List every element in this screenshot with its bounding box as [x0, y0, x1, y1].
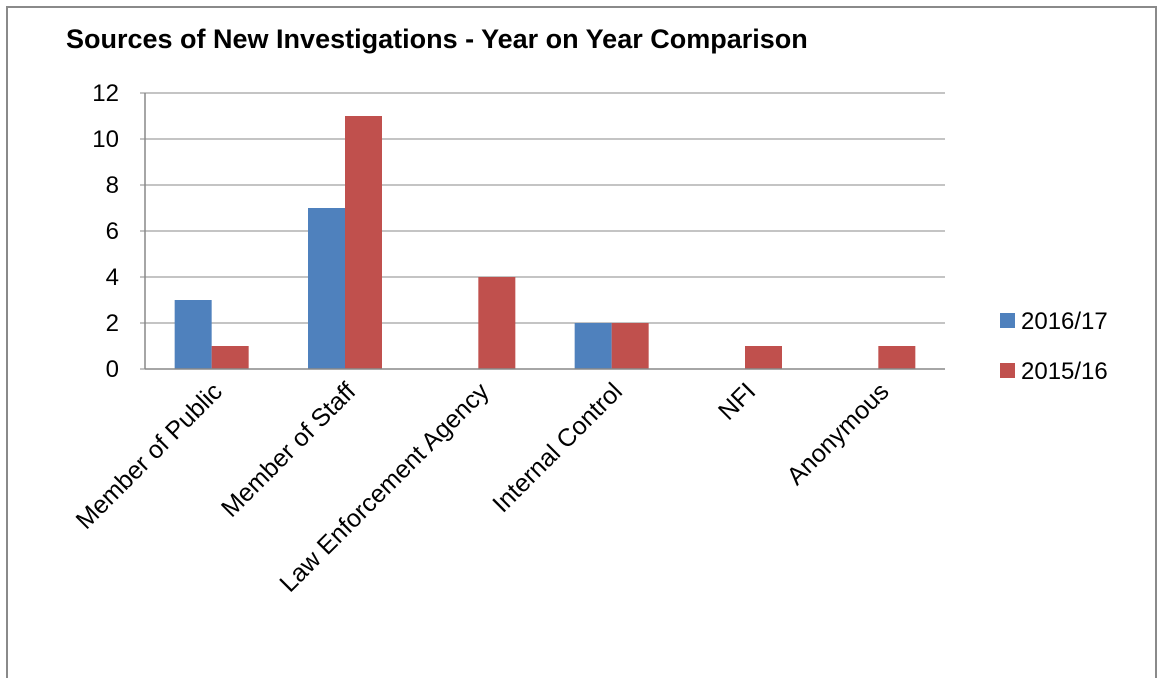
y-tick-label: 10 — [92, 126, 119, 153]
y-tick-label: 8 — [106, 172, 119, 199]
legend-swatch — [1000, 313, 1015, 328]
y-tick-label: 12 — [92, 80, 119, 107]
bar-2015-16 — [478, 277, 516, 369]
x-category-label: Internal Control — [487, 377, 628, 518]
legend-label: 2015/16 — [1021, 358, 1108, 385]
bar-2015-16 — [611, 323, 649, 369]
y-tick-label: 6 — [106, 218, 119, 245]
y-tick-label: 2 — [106, 310, 119, 337]
bar-2016-17 — [174, 300, 212, 369]
x-category-label: NFI — [713, 377, 761, 425]
legend-label: 2016/17 — [1021, 308, 1108, 335]
bars — [174, 116, 916, 369]
y-tick-label: 4 — [106, 264, 119, 291]
bar-2016-17 — [308, 208, 345, 369]
x-category-label: Member of Staff — [216, 377, 361, 522]
bar-2016-17 — [574, 323, 612, 369]
x-category-label: Member of Public — [71, 377, 228, 534]
bar-2015-16 — [211, 346, 249, 369]
axes — [140, 92, 945, 370]
legend: 2016/17 2015/16 — [1000, 308, 1108, 385]
gridlines — [145, 92, 945, 324]
x-category-label: Anonymous — [781, 377, 894, 490]
bar-2015-16 — [345, 116, 382, 369]
bar-2015-16 — [745, 346, 782, 369]
y-tick-label: 0 — [106, 356, 119, 383]
bar-2015-16 — [878, 346, 916, 369]
chart-title: Sources of New Investigations - Year on … — [66, 24, 808, 54]
legend-swatch — [1000, 363, 1015, 378]
